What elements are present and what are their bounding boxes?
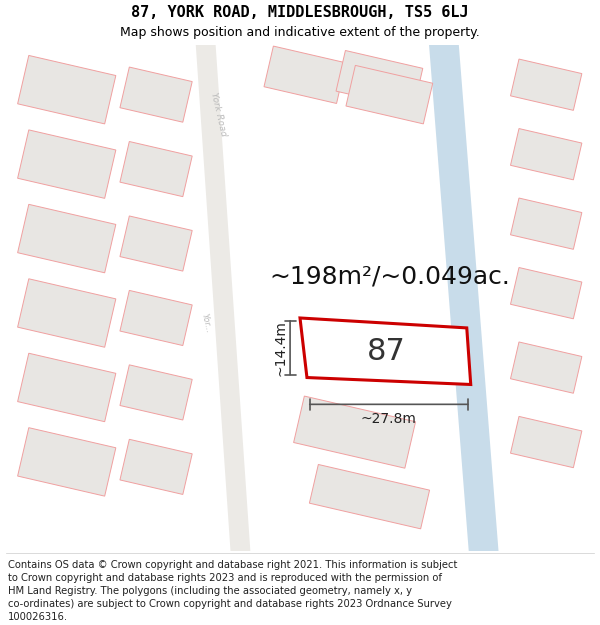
Polygon shape — [120, 365, 192, 420]
Polygon shape — [17, 428, 116, 496]
Polygon shape — [511, 416, 582, 468]
Text: co-ordinates) are subject to Crown copyright and database rights 2023 Ordnance S: co-ordinates) are subject to Crown copyr… — [8, 599, 452, 609]
Polygon shape — [120, 216, 192, 271]
Polygon shape — [511, 198, 582, 249]
Polygon shape — [17, 56, 116, 124]
Text: 100026316.: 100026316. — [8, 612, 68, 622]
Polygon shape — [17, 279, 116, 348]
Polygon shape — [120, 67, 192, 122]
Polygon shape — [511, 129, 582, 180]
Polygon shape — [120, 291, 192, 346]
Text: Contains OS data © Crown copyright and database right 2021. This information is : Contains OS data © Crown copyright and d… — [8, 560, 457, 570]
Text: HM Land Registry. The polygons (including the associated geometry, namely x, y: HM Land Registry. The polygons (includin… — [8, 586, 412, 596]
Polygon shape — [120, 141, 192, 197]
Polygon shape — [346, 66, 433, 124]
Polygon shape — [511, 59, 582, 111]
Polygon shape — [196, 45, 250, 551]
Text: ~198m²/~0.049ac.: ~198m²/~0.049ac. — [269, 264, 510, 288]
Polygon shape — [17, 204, 116, 272]
Text: to Crown copyright and database rights 2023 and is reproduced with the permissio: to Crown copyright and database rights 2… — [8, 573, 442, 583]
Polygon shape — [300, 318, 471, 384]
Polygon shape — [17, 130, 116, 198]
Text: 87: 87 — [367, 338, 406, 366]
Text: Yor...: Yor... — [199, 312, 212, 334]
Polygon shape — [336, 51, 423, 109]
Text: York Road: York Road — [209, 92, 228, 138]
Polygon shape — [511, 268, 582, 319]
Text: ~27.8m: ~27.8m — [361, 412, 417, 426]
Text: ~14.4m: ~14.4m — [273, 320, 287, 376]
Polygon shape — [511, 342, 582, 393]
Polygon shape — [17, 353, 116, 422]
Text: Map shows position and indicative extent of the property.: Map shows position and indicative extent… — [120, 26, 480, 39]
Polygon shape — [120, 439, 192, 494]
Polygon shape — [264, 46, 346, 104]
Polygon shape — [429, 45, 499, 551]
Text: 87, YORK ROAD, MIDDLESBROUGH, TS5 6LJ: 87, YORK ROAD, MIDDLESBROUGH, TS5 6LJ — [131, 4, 469, 19]
Polygon shape — [310, 464, 430, 529]
Polygon shape — [293, 396, 416, 468]
